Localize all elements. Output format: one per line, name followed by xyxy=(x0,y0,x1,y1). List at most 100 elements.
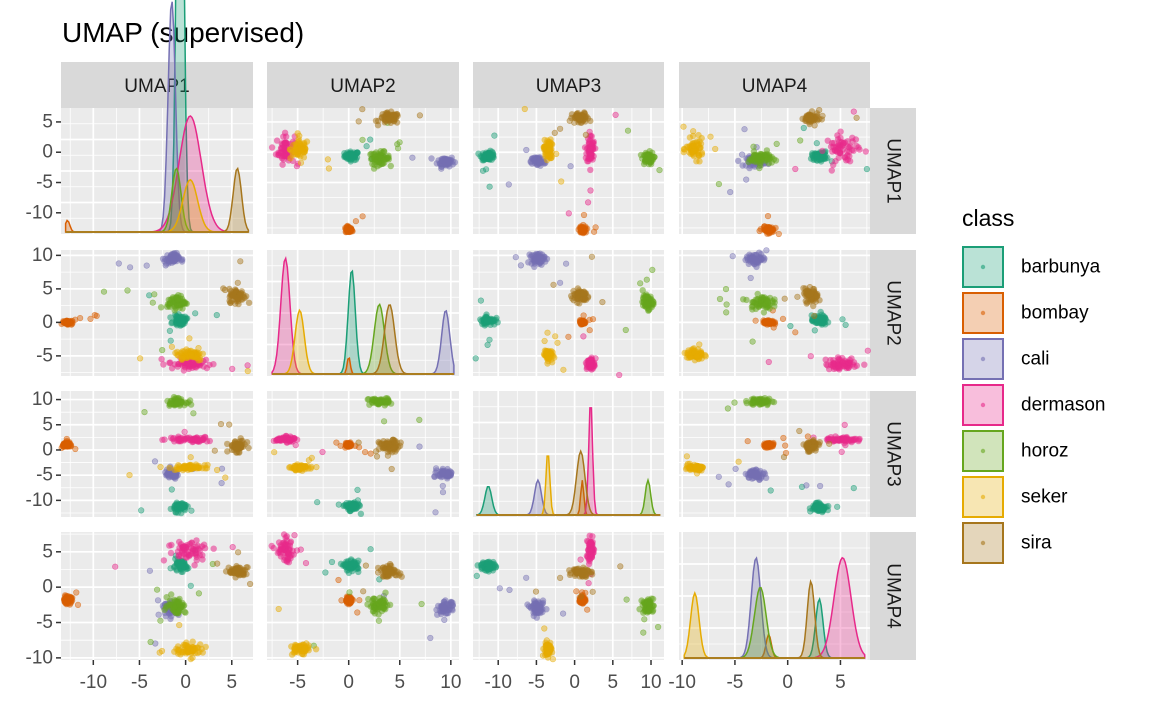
point xyxy=(762,152,769,159)
point xyxy=(637,280,644,287)
point xyxy=(580,312,587,319)
point xyxy=(637,151,645,159)
point xyxy=(804,433,812,440)
point xyxy=(838,448,845,456)
point xyxy=(178,355,186,362)
point xyxy=(816,115,823,123)
point xyxy=(338,597,345,604)
point xyxy=(565,210,572,217)
point xyxy=(517,262,525,269)
point xyxy=(695,131,702,139)
strip-right-umap2 xyxy=(870,250,916,376)
point xyxy=(747,274,754,282)
point xyxy=(850,147,857,154)
point xyxy=(743,399,750,407)
point xyxy=(319,448,326,456)
point xyxy=(151,291,158,298)
points-cali xyxy=(505,146,574,188)
point xyxy=(691,142,698,149)
point xyxy=(335,501,342,508)
point xyxy=(592,145,599,152)
point xyxy=(347,599,354,606)
point xyxy=(803,442,810,449)
point xyxy=(173,400,180,407)
point xyxy=(684,460,691,467)
panel-background xyxy=(473,250,664,376)
point xyxy=(416,443,423,450)
point xyxy=(396,139,403,146)
strip-label-right-umap3: UMAP3 xyxy=(883,421,904,486)
point xyxy=(167,337,174,344)
point xyxy=(792,329,799,336)
points-barbunya xyxy=(146,292,220,344)
point xyxy=(472,355,479,362)
point xyxy=(691,461,698,468)
point xyxy=(137,355,144,362)
point xyxy=(775,230,782,238)
point xyxy=(486,150,494,157)
point xyxy=(861,361,868,368)
point xyxy=(124,287,131,294)
point xyxy=(271,449,278,456)
point xyxy=(586,327,593,334)
point xyxy=(154,597,162,604)
point xyxy=(580,221,587,229)
point xyxy=(761,255,768,262)
point xyxy=(280,156,287,163)
point xyxy=(729,253,736,260)
point xyxy=(203,465,211,472)
point xyxy=(187,454,194,461)
strip-top-umap4 xyxy=(679,62,870,108)
point xyxy=(159,347,166,354)
point xyxy=(112,563,119,570)
point xyxy=(749,338,756,345)
point xyxy=(781,295,788,302)
point xyxy=(723,309,730,316)
point xyxy=(211,447,218,454)
point xyxy=(222,474,229,481)
point xyxy=(581,144,589,151)
point xyxy=(477,297,485,304)
point xyxy=(157,617,164,624)
point xyxy=(325,165,333,172)
point xyxy=(179,649,186,656)
point xyxy=(587,117,594,125)
point xyxy=(167,565,174,572)
point xyxy=(587,187,594,194)
point xyxy=(756,165,763,172)
point xyxy=(483,311,490,318)
point xyxy=(582,118,589,125)
point xyxy=(63,441,71,448)
point xyxy=(680,123,687,130)
point xyxy=(588,362,595,369)
point xyxy=(592,355,599,362)
point xyxy=(767,440,774,447)
point xyxy=(168,319,175,327)
point xyxy=(324,156,332,163)
point xyxy=(738,151,746,158)
point xyxy=(805,289,812,296)
point xyxy=(293,163,301,170)
points-barbunya xyxy=(341,136,387,165)
point xyxy=(779,315,787,323)
point xyxy=(224,448,231,455)
point xyxy=(245,299,253,306)
point xyxy=(558,178,565,185)
point xyxy=(247,580,254,588)
point xyxy=(154,586,161,593)
point xyxy=(196,350,203,357)
points-bombay xyxy=(756,213,782,238)
point xyxy=(181,436,189,443)
point xyxy=(192,464,199,471)
point xyxy=(227,569,235,576)
point xyxy=(363,143,370,150)
point xyxy=(356,597,363,604)
point xyxy=(560,366,567,373)
point xyxy=(147,638,154,646)
point xyxy=(565,333,572,340)
point xyxy=(712,145,719,153)
point xyxy=(166,359,173,367)
point xyxy=(428,155,435,162)
point xyxy=(196,437,204,444)
point xyxy=(438,163,445,171)
